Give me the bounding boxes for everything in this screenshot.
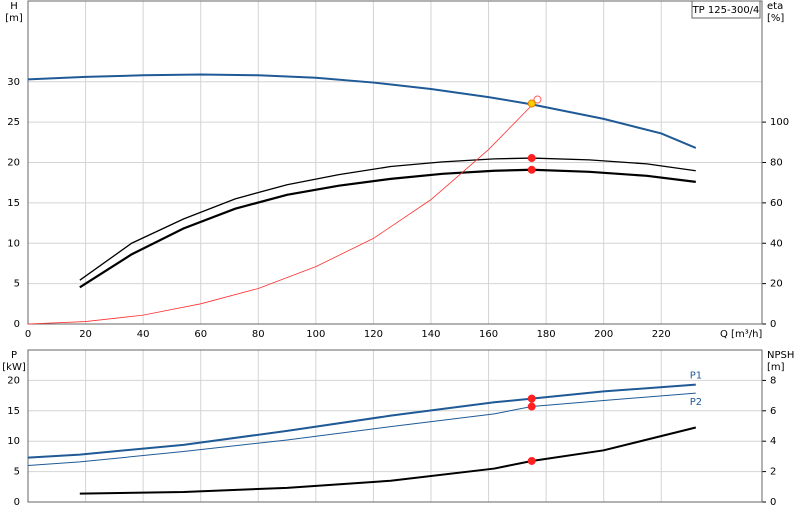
y-tick-label: 10 [7,436,20,447]
y2-tick-label: 80 [770,158,783,169]
y-tick-label: 15 [7,406,20,417]
y2-tick-label: 40 [770,238,783,249]
x-tick-label: 160 [479,329,498,340]
y-tick-label: 15 [7,198,20,209]
x-tick-label: 180 [537,329,556,340]
y-tick-label: 25 [7,117,20,128]
x-axis-label: Q [m³/h] [720,329,762,340]
y-axis-label: P [11,350,17,361]
plot-frame [27,0,763,325]
y2-tick-label: 2 [770,467,776,478]
x-tick-label: 80 [252,329,265,340]
x-tick-label: 60 [194,329,207,340]
y2-tick-label: 4 [770,436,776,447]
duty-point [527,154,536,163]
duty-point [527,456,536,465]
y2-axis-label: NPSH [767,350,794,361]
duty-point [527,165,536,174]
y-tick-label: 0 [14,497,20,508]
y2-tick-label: 0 [770,319,776,330]
x-tick-label: 40 [137,329,150,340]
curve-label: P2 [690,397,702,408]
x-tick-label: 0 [25,329,31,340]
y2-tick-label: 60 [770,198,783,209]
x-tick-label: 120 [364,329,383,340]
y-axis-unit: [kW] [2,362,26,373]
y2-axis-label: eta [767,1,783,12]
y-tick-label: 5 [14,279,20,290]
plot-frame [27,349,763,503]
x-tick-label: 100 [306,329,325,340]
y2-tick-label: 0 [770,497,776,508]
y2-tick-label: 100 [770,117,789,128]
y2-tick-label: 8 [770,375,776,386]
curve [79,426,697,495]
curve-label: P1 [690,371,702,382]
chart-title: TP 125-300/4 [692,5,760,16]
x-tick-label: 20 [79,329,92,340]
y-tick-label: 20 [7,375,20,386]
curve [27,392,696,467]
duty-point [527,394,536,403]
curve [79,157,696,281]
curve [79,168,696,289]
y-tick-label: 0 [14,319,20,330]
y-axis-unit: [m] [5,13,23,24]
title-box [691,0,761,19]
y2-axis-unit: [%] [767,13,784,24]
curve [27,383,696,459]
duty-point [527,99,536,108]
x-tick-label: 140 [421,329,440,340]
y-tick-label: 20 [7,158,20,169]
curve [27,99,538,325]
x-tick-label: 200 [594,329,613,340]
duty-point [533,95,542,104]
y2-axis-unit: [m] [767,362,785,373]
y2-tick-label: 6 [770,406,776,417]
y2-tick-label: 20 [770,279,783,290]
duty-point [527,402,536,411]
y-axis-label: H [10,1,18,12]
y-tick-label: 30 [7,77,20,88]
y-tick-label: 5 [14,467,20,478]
y-tick-label: 10 [7,238,20,249]
curve [27,73,697,149]
x-tick-label: 220 [652,329,671,340]
